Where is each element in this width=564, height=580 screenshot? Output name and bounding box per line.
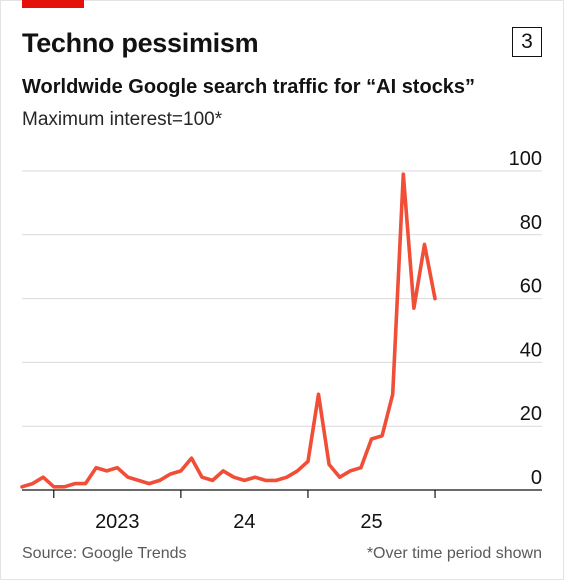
x-tick-label-25: 25 <box>360 511 382 533</box>
brand-red-tag <box>22 0 84 8</box>
y-tick-label-0: 0 <box>531 467 542 489</box>
chart-number-badge: 3 <box>512 27 542 57</box>
y-tick-label-80: 80 <box>520 212 542 234</box>
x-tick-label-24: 24 <box>233 511 255 533</box>
y-axis-note: Maximum interest=100* <box>22 109 223 130</box>
chart-title: Techno pessimism <box>22 28 259 58</box>
x-tick-label-2023: 2023 <box>95 511 140 533</box>
y-tick-label-100: 100 <box>509 148 542 170</box>
y-tick-label-20: 20 <box>520 403 542 425</box>
footnote: *Over time period shown <box>366 545 542 562</box>
y-tick-label-60: 60 <box>520 276 542 298</box>
chart-subtitle: Worldwide Google search traffic for “AI … <box>22 76 476 98</box>
series-line-0 <box>20 172 437 489</box>
source-note: Source: Google Trends <box>22 545 187 562</box>
y-tick-label-40: 40 <box>520 339 542 361</box>
